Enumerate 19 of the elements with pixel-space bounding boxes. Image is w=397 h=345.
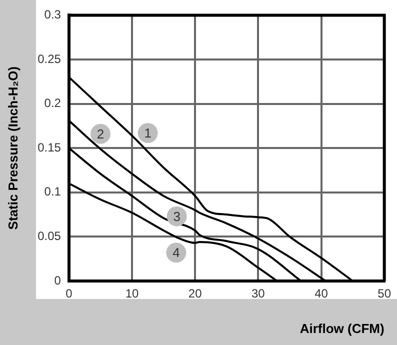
x-tick-label: 0 — [66, 286, 73, 301]
x-tick-label: 50 — [378, 286, 392, 301]
y-tick-label: 0.15 — [38, 140, 62, 154]
y-tick-label: 0.25 — [38, 52, 62, 66]
y-axis-title: Static Pressure (Inch-H₂O) — [5, 66, 20, 230]
y-tick-label: 0.3 — [44, 8, 62, 22]
y-tick-label: 0.05 — [38, 229, 62, 244]
x-tick-label: 30 — [252, 286, 266, 301]
annotation: 4 — [172, 245, 180, 260]
y-tick-label: 0.1 — [44, 184, 62, 199]
x-tick-label: 10 — [125, 286, 140, 301]
y-tick-label: 0.2 — [44, 96, 62, 110]
x-tick-label: 20 — [188, 286, 202, 301]
x-axis-title: Airflow (CFM) — [300, 320, 384, 336]
y-tick-label: 0 — [54, 273, 62, 288]
x-tick-label: 40 — [314, 286, 328, 301]
annotation: 3 — [173, 208, 180, 224]
annotation: 1 — [144, 126, 152, 141]
annotation: 2 — [96, 126, 104, 142]
